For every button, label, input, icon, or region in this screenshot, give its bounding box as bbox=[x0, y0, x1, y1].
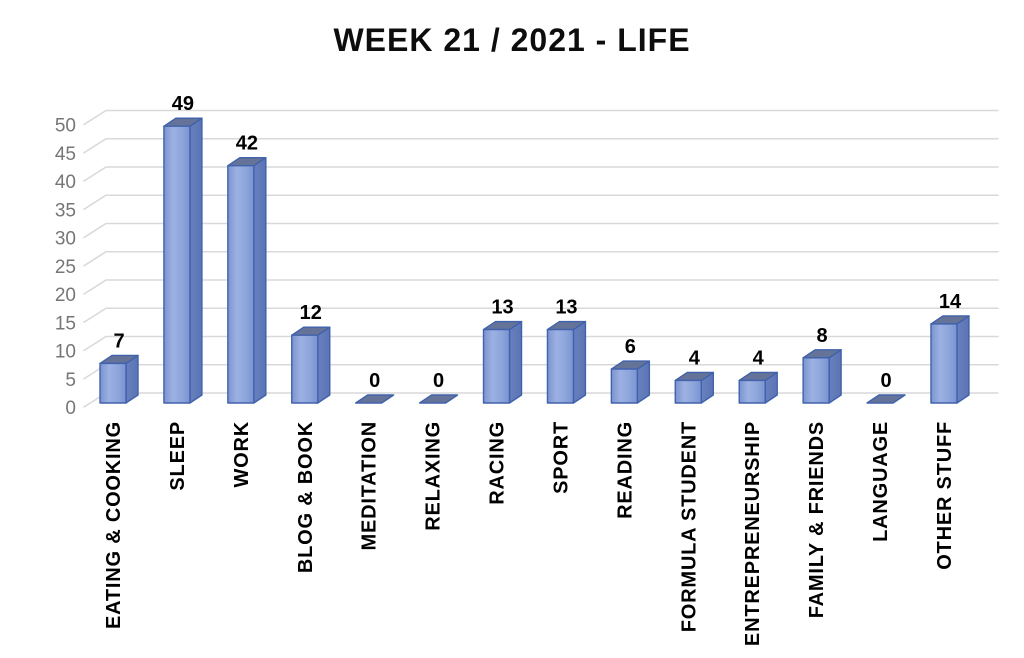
category-label: FORMULA STUDENT bbox=[678, 421, 700, 632]
category-label: BLOG & BOOK bbox=[295, 421, 317, 573]
gridline bbox=[83, 392, 999, 408]
gridline bbox=[83, 279, 999, 295]
bar-value-label: 49 bbox=[172, 93, 194, 115]
bar-zero-face bbox=[354, 394, 395, 404]
bar-value-label: 6 bbox=[625, 336, 636, 358]
bar bbox=[163, 117, 203, 404]
bar bbox=[610, 360, 651, 404]
y-axis-tick-label: 5 bbox=[65, 370, 76, 391]
y-axis-tick-label: 35 bbox=[55, 200, 76, 221]
bar-side-face bbox=[508, 320, 523, 404]
category-label: SPORT bbox=[550, 421, 572, 494]
y-axis-tick-label: 15 bbox=[55, 313, 76, 334]
category-label: SLEEP bbox=[167, 421, 189, 491]
gridline bbox=[83, 363, 999, 380]
bar bbox=[930, 315, 970, 404]
bar-value-label: 7 bbox=[113, 330, 124, 352]
bar-front-face bbox=[674, 379, 702, 404]
y-axis-tick-label: 50 bbox=[55, 116, 76, 137]
y-axis-tick-label: 0 bbox=[65, 398, 76, 419]
category-label: RACING bbox=[487, 421, 509, 505]
bar-value-label: 0 bbox=[433, 370, 444, 392]
bar bbox=[674, 371, 714, 404]
bar-value-label: 8 bbox=[817, 325, 828, 347]
category-label: MEDITATION bbox=[359, 421, 381, 550]
y-axis-tick-label: 10 bbox=[55, 342, 76, 363]
category-label: LANGUAGE bbox=[870, 421, 892, 542]
bar bbox=[99, 354, 139, 404]
y-axis-tick-label: 40 bbox=[55, 172, 76, 193]
bar-front-face bbox=[163, 125, 191, 404]
bar bbox=[482, 320, 523, 404]
bar-front-face bbox=[99, 362, 127, 404]
x-axis: EATING & COOKING SLEEP WORK BLOG & BOOK MEDI… bbox=[103, 421, 956, 646]
category-label: READING bbox=[614, 421, 636, 519]
y-axis-tick-label: 30 bbox=[55, 229, 76, 250]
bar-side-face bbox=[572, 320, 587, 404]
bar bbox=[546, 320, 587, 404]
bar-front-face bbox=[482, 328, 511, 404]
category-label: EATING & COOKING bbox=[103, 421, 125, 629]
category-label: ENTREPRENEURSHIP bbox=[742, 421, 764, 646]
bar-value-label: 13 bbox=[555, 297, 577, 319]
y-axis: 0 5 10 15 20 25 30 35 40 45 50 bbox=[55, 116, 76, 420]
bar-zero-face bbox=[418, 394, 459, 404]
gridline bbox=[83, 137, 999, 154]
bar bbox=[802, 349, 842, 404]
y-axis-tick-label: 25 bbox=[55, 257, 76, 278]
category-label: WORK bbox=[231, 421, 253, 488]
bar-front-face bbox=[227, 164, 255, 404]
bar-side-face bbox=[189, 117, 203, 404]
chart-title: WEEK 21 / 2021 - LIFE bbox=[333, 22, 691, 58]
bar-front-face bbox=[546, 328, 575, 404]
bar-value-label: 0 bbox=[369, 370, 380, 392]
y-axis-tick-label: 20 bbox=[55, 285, 76, 306]
bars bbox=[99, 117, 970, 404]
bar-front-face bbox=[291, 334, 319, 404]
bar-value-label: 14 bbox=[939, 291, 962, 313]
bar-front-face bbox=[738, 379, 766, 404]
gridline bbox=[83, 166, 999, 182]
category-label: FAMILY & FRIENDS bbox=[806, 421, 828, 618]
gridlines bbox=[83, 109, 999, 408]
gridline bbox=[83, 335, 999, 352]
y-axis-tick-label: 45 bbox=[55, 144, 76, 165]
gridline bbox=[83, 222, 999, 239]
bar bbox=[866, 394, 906, 404]
gridline bbox=[83, 307, 999, 324]
bar-side-face bbox=[956, 315, 970, 404]
bar-value-label: 4 bbox=[689, 347, 701, 369]
bar bbox=[738, 371, 778, 404]
category-label: RELAXING bbox=[423, 421, 445, 531]
bar bbox=[227, 156, 267, 404]
bar-front-face bbox=[610, 368, 639, 404]
bar-front-face bbox=[930, 323, 958, 404]
bar-zero-face bbox=[866, 394, 906, 404]
bar-value-label: 13 bbox=[491, 297, 513, 319]
bar-value-label: 42 bbox=[236, 133, 258, 155]
bar-value-label: 4 bbox=[753, 347, 765, 369]
bar-front-face bbox=[802, 357, 830, 404]
gridline bbox=[83, 194, 999, 211]
gridline bbox=[83, 109, 999, 126]
bar-side-face bbox=[317, 326, 331, 404]
bar-value-label: 0 bbox=[880, 370, 891, 392]
gridline bbox=[83, 250, 999, 267]
bar-value-label: 12 bbox=[300, 302, 322, 324]
bar bbox=[418, 394, 459, 404]
data-labels: 7 49 42 12 0 0 13 13 6 4 4 8 0 14 bbox=[113, 93, 962, 392]
category-label: OTHER STUFF bbox=[934, 421, 956, 570]
bar bbox=[354, 394, 395, 404]
bar-side-face bbox=[828, 349, 842, 404]
bar bbox=[291, 326, 331, 404]
bar-side-face bbox=[253, 156, 267, 404]
